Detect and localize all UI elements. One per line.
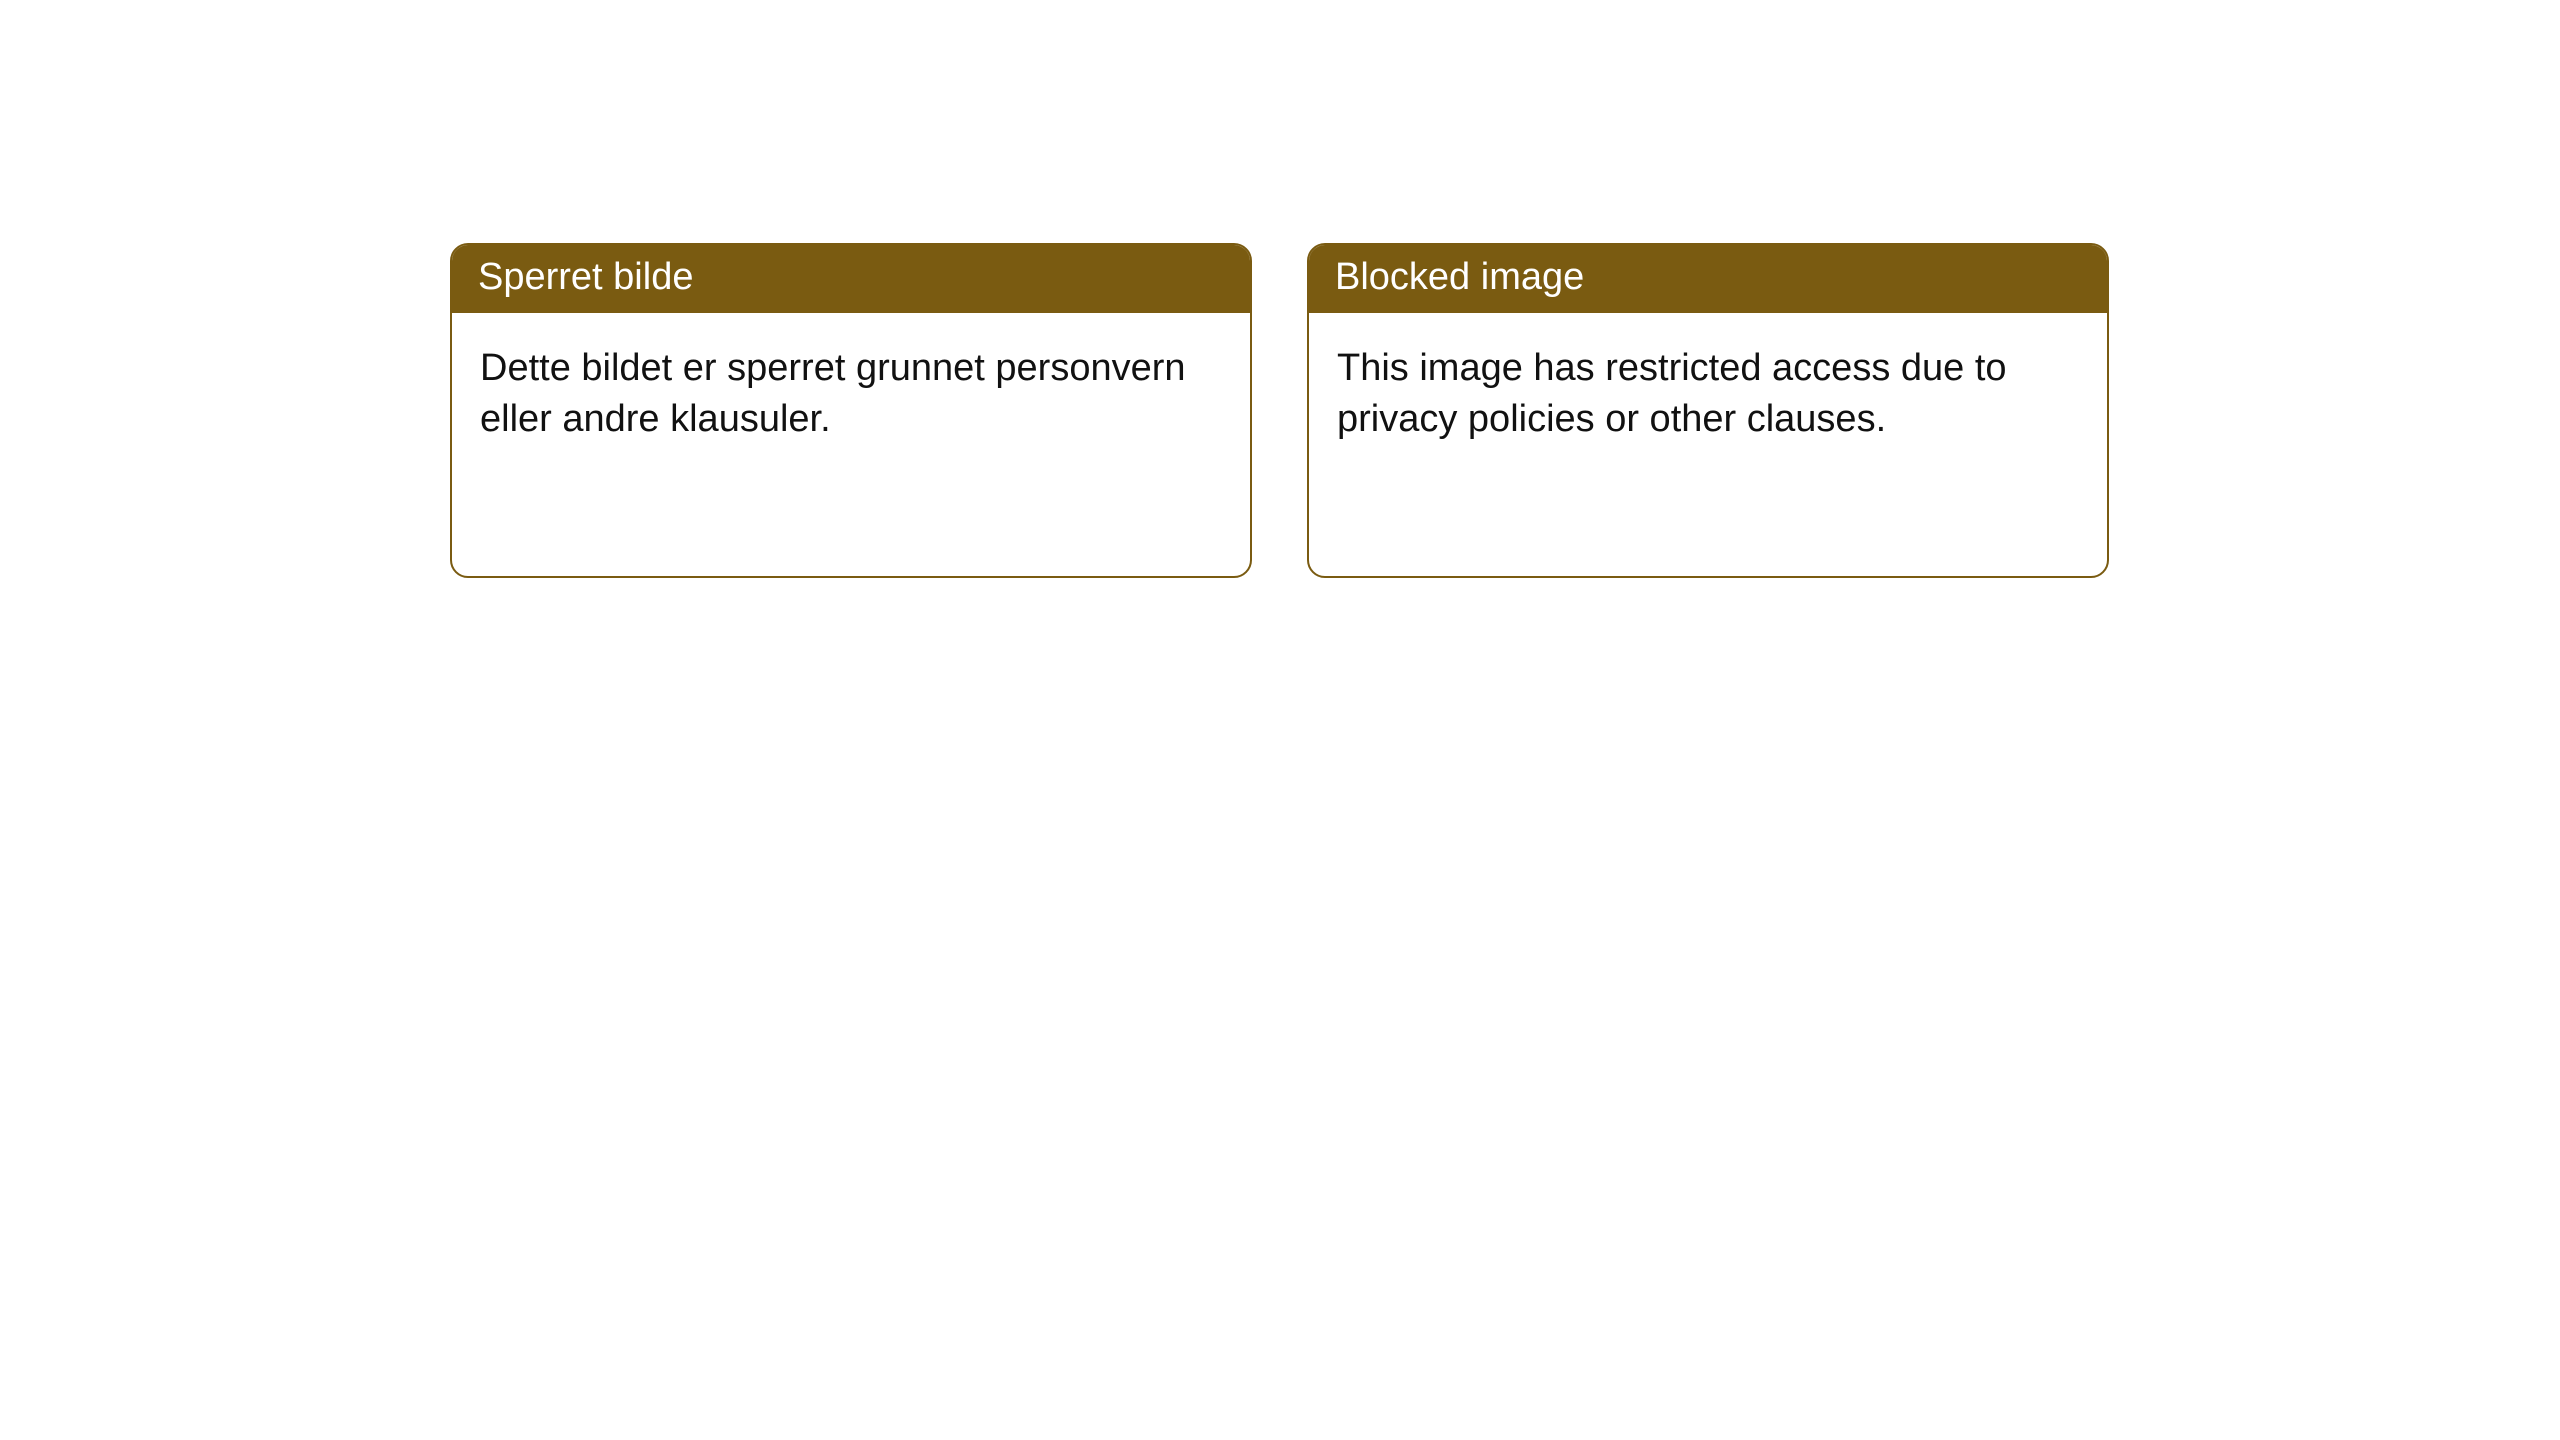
notice-card-text: This image has restricted access due to … xyxy=(1337,347,2007,440)
notice-card-title: Sperret bilde xyxy=(478,256,693,298)
notice-card-text: Dette bildet er sperret grunnet personve… xyxy=(480,347,1186,440)
notice-card-no: Sperret bilde Dette bildet er sperret gr… xyxy=(450,243,1252,578)
page-stage: Sperret bilde Dette bildet er sperret gr… xyxy=(0,0,2560,1440)
notice-card-body: This image has restricted access due to … xyxy=(1309,313,2107,474)
notice-card-header: Sperret bilde xyxy=(452,245,1250,313)
notice-card-title: Blocked image xyxy=(1335,256,1584,298)
notice-cards-row: Sperret bilde Dette bildet er sperret gr… xyxy=(450,243,2109,578)
notice-card-header: Blocked image xyxy=(1309,245,2107,313)
notice-card-body: Dette bildet er sperret grunnet personve… xyxy=(452,313,1250,474)
notice-card-en: Blocked image This image has restricted … xyxy=(1307,243,2109,578)
